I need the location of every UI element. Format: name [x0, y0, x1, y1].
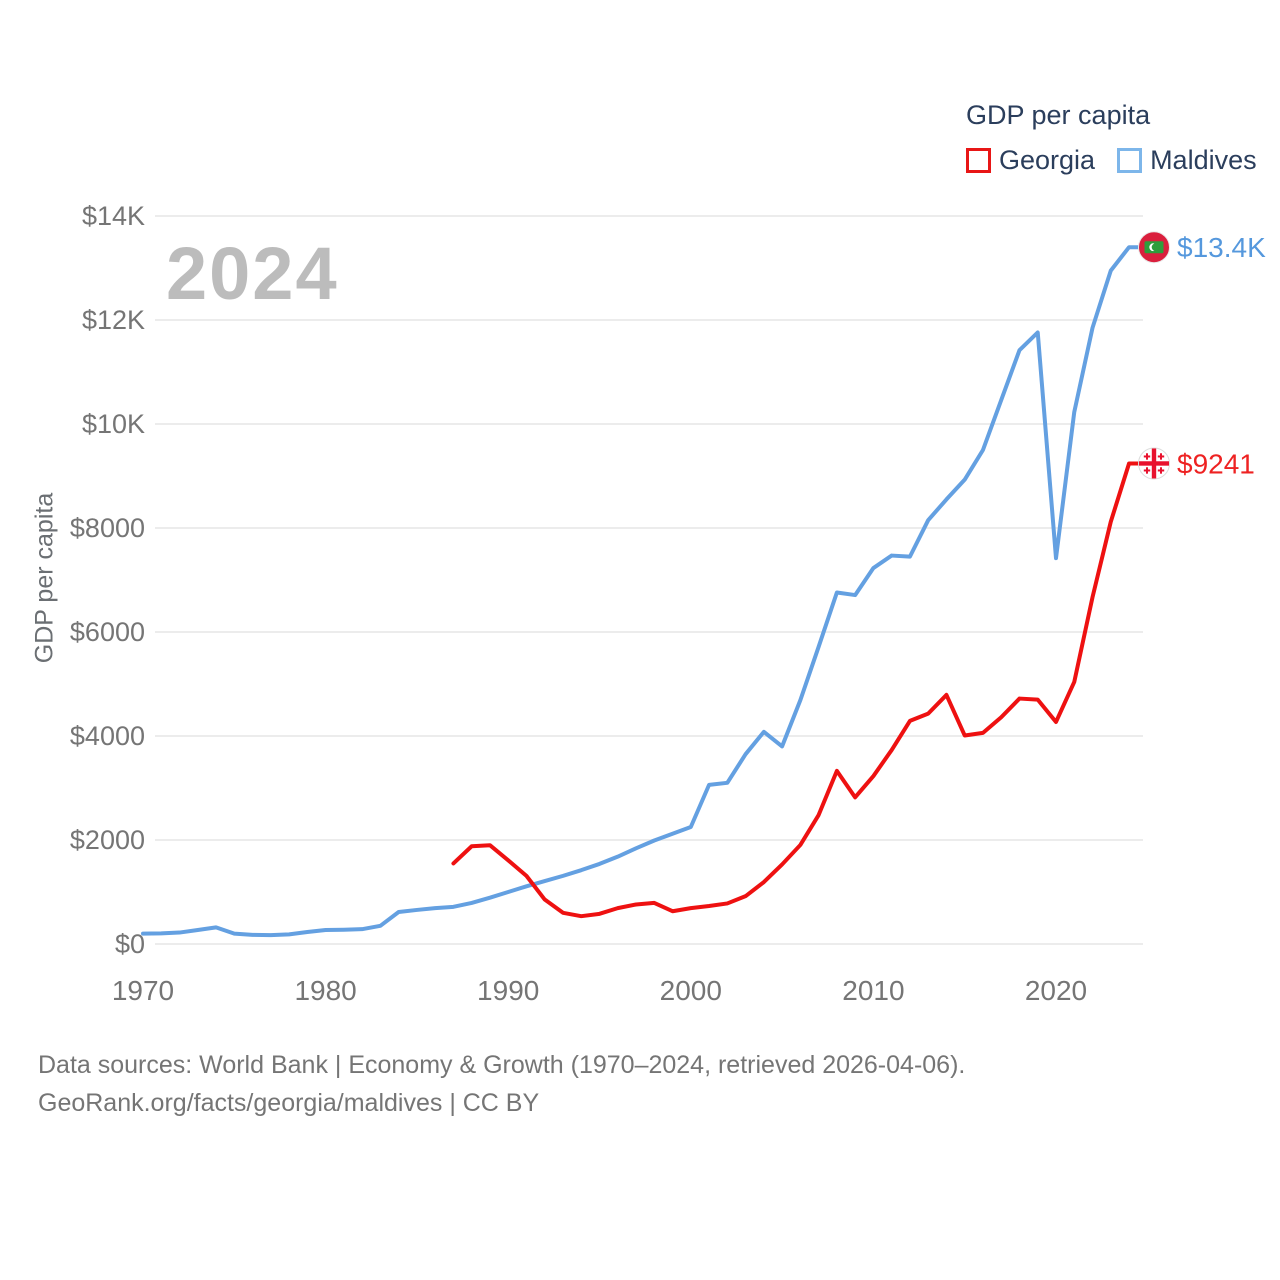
x-axis-ticks: 1970 1980 1990 2000 2010 2020 [112, 975, 1087, 1006]
legend: GDP per capita Georgia Maldives [966, 100, 1257, 176]
y-tick-12000: $12K [82, 305, 145, 335]
footer-attribution: GeoRank.org/facts/georgia/maldives | CC … [38, 1089, 540, 1117]
x-tick-2000: 2000 [660, 975, 722, 1006]
georgia-legend-swatch-icon [966, 148, 991, 173]
gridlines: $0 $2000 $4000 $6000 $8000 $10K $12K $14K [70, 201, 1143, 959]
y-axis-title: GDP per capita [30, 492, 59, 664]
x-tick-1990: 1990 [477, 975, 539, 1006]
legend-item-georgia[interactable]: Georgia [966, 145, 1095, 176]
watermark-year: 2024 [166, 232, 339, 315]
georgia-flag-icon [1138, 447, 1170, 480]
georgia-flag-minicross-1 [1157, 455, 1165, 458]
x-tick-2020: 2020 [1025, 975, 1087, 1006]
georgia-flag-minicross-3 [1157, 469, 1165, 472]
y-tick-4000: $4000 [70, 721, 145, 751]
maldives-flag-crescent-cut [1151, 243, 1160, 252]
y-tick-2000: $2000 [70, 825, 145, 855]
georgia-flag-cross-h [1139, 461, 1169, 466]
y-tick-6000: $6000 [70, 617, 145, 647]
y-tick-14000: $14K [82, 201, 145, 231]
legend-label-georgia: Georgia [999, 145, 1096, 175]
georgia-flag-minicross-0 [1143, 455, 1151, 458]
y-tick-8000: $8000 [70, 513, 145, 543]
maldives-end-value-label: $13.4K [1177, 232, 1266, 263]
maldives-flag-icon [1138, 231, 1170, 264]
footer: Data sources: World Bank | Economy & Gro… [38, 1046, 965, 1122]
georgia-end-value-label: $9241 [1177, 448, 1255, 479]
y-tick-10000: $10K [82, 409, 145, 439]
legend-label-maldives: Maldives [1150, 145, 1257, 175]
footer-datasource: Data sources: World Bank | Economy & Gro… [38, 1051, 966, 1079]
georgia-line [451, 461, 1143, 919]
legend-items: Georgia Maldives [966, 145, 1257, 176]
georgia-flag-minicross-2 [1143, 469, 1151, 472]
x-tick-2010: 2010 [842, 975, 904, 1006]
y-tick-0: $0 [115, 929, 145, 959]
x-tick-1970: 1970 [112, 975, 174, 1006]
x-tick-1980: 1980 [294, 975, 356, 1006]
legend-item-maldives[interactable]: Maldives [1117, 145, 1257, 176]
legend-title: GDP per capita [966, 100, 1151, 130]
maldives-legend-swatch-icon [1117, 148, 1143, 173]
maldives-line [141, 245, 1143, 938]
